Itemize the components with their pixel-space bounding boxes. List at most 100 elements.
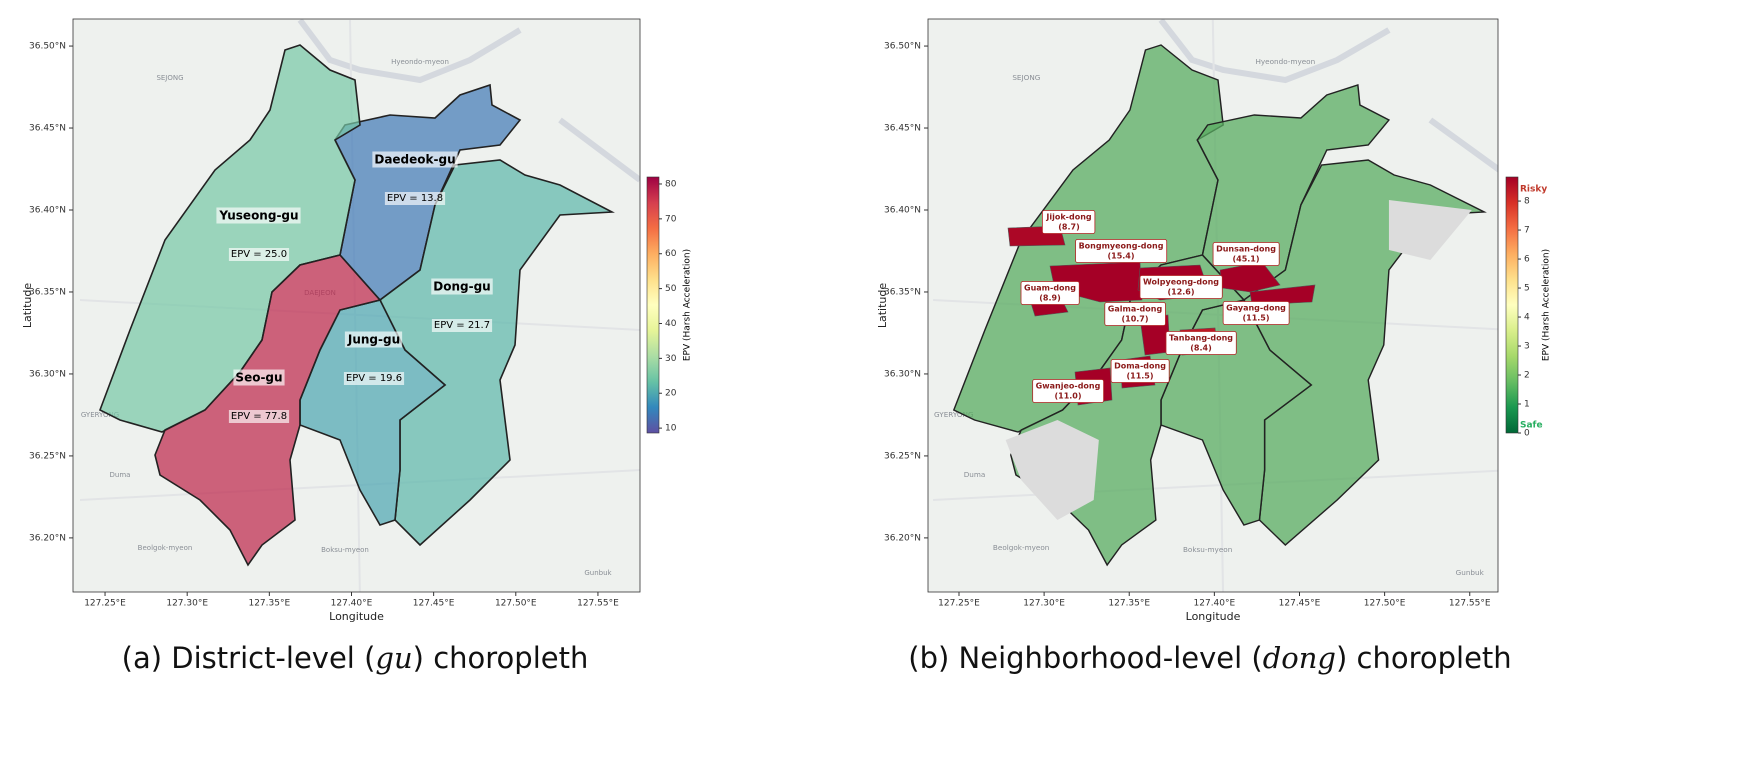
x-tick-label: 127.55°E [1449,599,1491,609]
neighborhood-name: Tanbang-dong [1169,334,1233,343]
district-value-label: EPV = 19.6 [346,373,402,384]
map-place-label: Duma [110,471,131,479]
x-tick-label: 127.35°E [1108,599,1150,609]
colorbar-tick-label: 1 [1524,400,1530,410]
caption-part: ) choropleth [1336,641,1512,675]
label-background [228,248,290,261]
neighborhood-name: Guam-dong [1024,284,1076,293]
neighborhood-name: Wolpyeong-dong [1143,278,1219,287]
x-tick-label: 127.45°E [1279,599,1321,609]
colorbar-tick-label: 0 [1524,429,1530,439]
colorbar-tick-label: 80 [665,179,677,189]
map-place-label: Beolgok-myeon [138,544,193,552]
label-box [1075,239,1168,263]
y-tick-label: 36.50°N [884,42,921,52]
map-place-label: Gunbuk [1456,568,1485,577]
neighborhood-name: Dunsan-dong [1216,245,1276,254]
neighborhood-value-label: (10.7) [1121,315,1148,324]
district-value-label: EPV = 25.0 [231,249,287,260]
district-name: Seo-gu [235,371,282,385]
label-background [431,319,493,332]
map-panel: SEJONGDAEJEONGYERYONGDumaBeolgok-myeonBo… [21,18,693,675]
x-tick-label: 127.25°E [84,599,126,609]
neighborhood-value-label: (11.0) [1054,392,1081,401]
colorbar [1505,176,1519,434]
axes-frame [927,18,1499,593]
label-background [343,372,405,385]
caption-part: (b) Neighborhood-level ( [908,641,1262,675]
map-place-label: Duma [964,470,986,479]
colorbar-tick-label: 40 [665,319,677,329]
map-place-label: Hyeondo-myeon [391,58,449,66]
x-tick-label: 127.50°E [495,599,537,609]
map-place-label: SEJONG [1012,73,1040,82]
x-tick-label: 127.35°E [248,599,290,609]
y-tick-label: 36.25°N [29,451,66,461]
label-background [216,207,301,224]
panel-caption: (a) District-level (gu) choropleth [122,641,589,675]
label-background [372,151,458,168]
district-value-label: EPV = 13.8 [387,193,443,204]
colorbar-tick-label: 20 [665,389,677,399]
label-box [1139,275,1223,299]
y-tick-label: 36.45°N [29,124,66,134]
colorbar-label: EPV (Harsh Acceleration) [683,249,693,361]
x-tick-label: 127.55°E [577,599,619,609]
district-name: Yuseong-gu [218,209,298,223]
district-name: Jung-gu [347,333,400,347]
colorbar-tick-label: 6 [1524,255,1530,265]
x-axis-label: Longitude [1186,610,1241,623]
map-place-label: Gunbuk [584,569,612,577]
y-tick-label: 36.35°N [29,287,66,297]
map-place-label: Boksu-myeon [1183,545,1232,554]
neighborhood-value-label: (11.5) [1242,314,1269,323]
x-tick-label: 127.40°E [331,599,373,609]
colorbar-bottom-label: Safe [1520,421,1543,431]
colorbar-top-label: Risky [1520,185,1547,195]
neighborhood-value-label: (11.5) [1126,372,1153,381]
caption-part: dong [1263,641,1336,675]
x-tick-label: 127.45°E [413,599,455,609]
neighborhood-value-label: (8.4) [1190,344,1211,353]
district-name: Daedeok-gu [374,153,455,167]
river [1158,19,1498,173]
y-tick-label: 36.25°N [884,451,921,461]
river [297,19,640,183]
map-place-label: GYERYONG [81,411,119,419]
x-tick-label: 127.30°E [1023,599,1065,609]
district-layer: SEJONGDAEJEONGYERYONGDumaBeolgok-myeonBo… [79,19,640,592]
y-tick-label: 36.40°N [884,206,921,216]
colorbar-tick-label: 10 [665,424,677,434]
label-background [431,278,493,295]
colorbar-tick-label: 30 [665,354,677,364]
y-axis-label: Latitude [21,283,34,329]
colorbar-tick-label: 7 [1524,226,1530,236]
neighborhood-value-label: (15.4) [1107,252,1134,261]
district-value-label: EPV = 77.8 [231,411,287,422]
colorbar-label: EPV (Harsh Acceleration) [1542,249,1552,361]
label-box [1020,281,1080,305]
caption-part: (a) District-level ( [122,641,376,675]
colorbar-tick-label: 60 [665,249,677,259]
label-background [233,369,285,386]
label-background [384,192,446,205]
label-box [1032,379,1105,403]
neighborhood-name: Gwanjeo-dong [1036,382,1101,391]
neighborhood-value-label: (8.9) [1039,294,1060,303]
neighborhood-name: Galma-dong [1108,305,1163,314]
neighborhood-value-label: (45.1) [1232,255,1259,264]
label-box [1165,331,1237,355]
label-background [228,410,290,423]
x-tick-label: 127.40°E [1194,599,1236,609]
label-box [1104,302,1166,326]
axes-frame [72,18,641,593]
colorbar-tick-label: 2 [1524,371,1530,381]
y-tick-label: 36.35°N [884,287,921,297]
colorbar-tick-label: 3 [1524,342,1530,352]
neighborhood-name: Gayang-dong [1226,304,1286,313]
neighborhood-name: Doma-dong [1114,362,1166,371]
map-panel: SEJONGDAEJEONGYERYONGDumaBeolgok-myeonBo… [876,18,1552,675]
colorbar-tick-label: 4 [1524,313,1530,323]
y-tick-label: 36.30°N [29,369,66,379]
